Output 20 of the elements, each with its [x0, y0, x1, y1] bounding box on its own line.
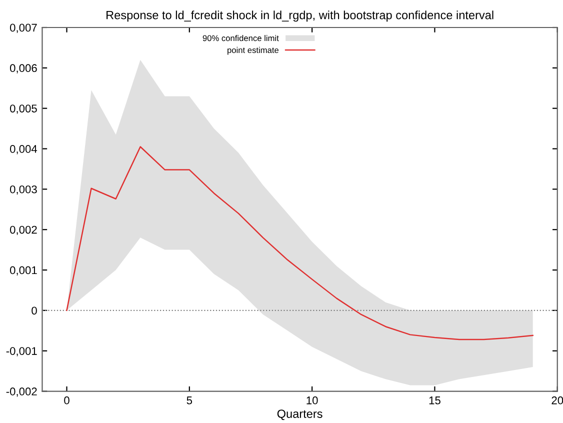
y-tick-label: 0,007 — [10, 24, 37, 33]
x-tick-label: 20 — [552, 396, 563, 404]
y-tick-label: 0,001 — [10, 266, 37, 276]
y-tick-label: 0,004 — [10, 145, 38, 154]
y-tick-label: 0,002 — [10, 226, 37, 236]
y-tick-label: -0,002 — [6, 388, 37, 397]
line-series — [66, 146, 534, 340]
y-tick-label: -0,001 — [6, 347, 37, 356]
y-tick-label: 0 — [32, 306, 37, 315]
x-axis-title: Quarters — [277, 410, 322, 420]
y-tick-label: 0,005 — [10, 104, 37, 114]
legend-label: point estimate — [228, 46, 279, 55]
y-tick-label: 0,003 — [10, 185, 37, 195]
x-tick-label: 10 — [306, 396, 318, 404]
x-tick-label: 15 — [429, 396, 440, 404]
y-tick-label: 0,006 — [10, 64, 37, 74]
x-tick-label: 0 — [64, 396, 70, 404]
x-tick-label: 5 — [186, 396, 192, 404]
annotation: 90% confidence limit — [202, 34, 279, 42]
chart-title: Response to ld_fcredit shock in ld_rgdp, with bootstrap confidence interval — [106, 10, 494, 22]
